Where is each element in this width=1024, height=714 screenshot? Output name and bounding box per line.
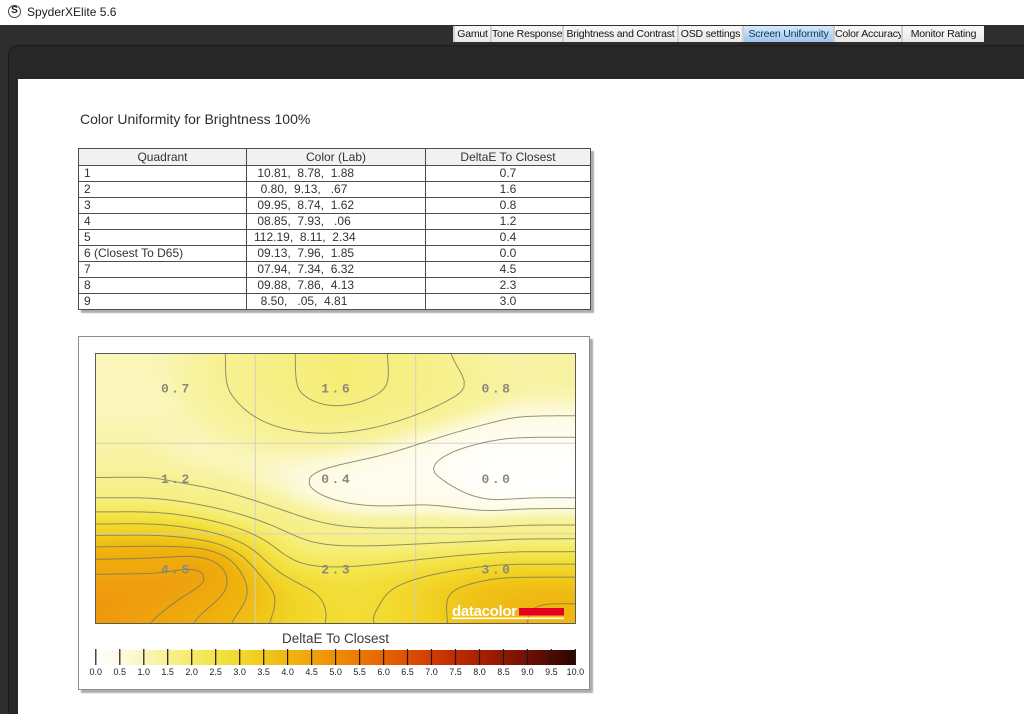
- svg-text:0.0: 0.0: [482, 472, 513, 487]
- svg-text:4.5: 4.5: [161, 562, 192, 577]
- svg-text:1.2: 1.2: [161, 472, 192, 487]
- svg-text:0.7: 0.7: [161, 382, 192, 397]
- svg-text:0.8: 0.8: [482, 382, 513, 397]
- svg-text:1.6: 1.6: [321, 382, 352, 397]
- svg-text:0.4: 0.4: [321, 472, 352, 487]
- svg-text:2.3: 2.3: [321, 562, 352, 577]
- svg-text:3.0: 3.0: [482, 562, 513, 577]
- svg-text:datacolor: datacolor: [452, 603, 517, 620]
